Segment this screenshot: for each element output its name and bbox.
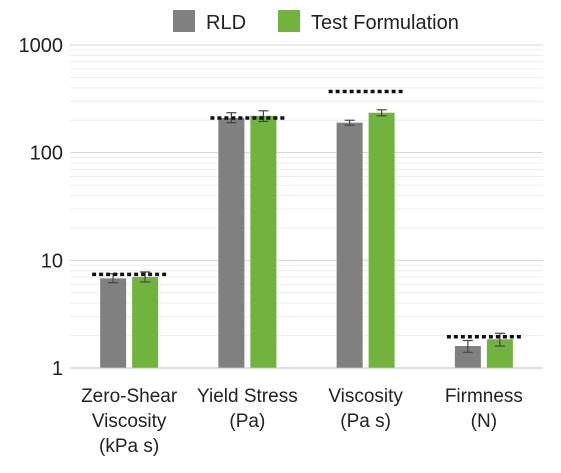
- category-label: (kPa s): [99, 436, 159, 457]
- y-tick-label: 1: [52, 358, 63, 380]
- bar-test-formulation: [250, 115, 277, 368]
- bar-rld: [336, 122, 363, 368]
- y-axis: 1 10 100 1000: [19, 35, 64, 380]
- legend-label-rld: RLD: [206, 12, 246, 34]
- category-label: (Pa): [229, 411, 265, 432]
- category-label: Firmness: [445, 386, 523, 407]
- legend-swatch-rld: [173, 10, 195, 32]
- y-tick-label: 100: [30, 143, 63, 165]
- category-label: (Pa s): [340, 411, 391, 432]
- legend: RLD Test Formulation: [173, 10, 459, 34]
- category-label: Viscosity: [328, 386, 403, 407]
- y-tick-label: 10: [41, 250, 63, 272]
- x-axis: Zero-Shear Viscosity (kPa s) Yield Stress (P…: [70, 367, 543, 457]
- category-label: Yield Stress: [197, 386, 298, 407]
- bar-test-formulation: [132, 277, 159, 368]
- category-label: Viscosity: [92, 411, 167, 432]
- bar-rld: [454, 346, 481, 368]
- bar-test-formulation: [368, 112, 395, 368]
- bar-rld: [218, 117, 245, 368]
- y-tick-label: 1000: [19, 35, 64, 57]
- legend-label-test-formulation: Test Formulation: [311, 12, 459, 34]
- bar-rld: [100, 278, 127, 368]
- plot-area: [92, 89, 521, 368]
- legend-swatch-test-formulation: [278, 10, 300, 32]
- category-label: (N): [471, 411, 497, 432]
- category-label: Zero-Shear: [81, 386, 178, 407]
